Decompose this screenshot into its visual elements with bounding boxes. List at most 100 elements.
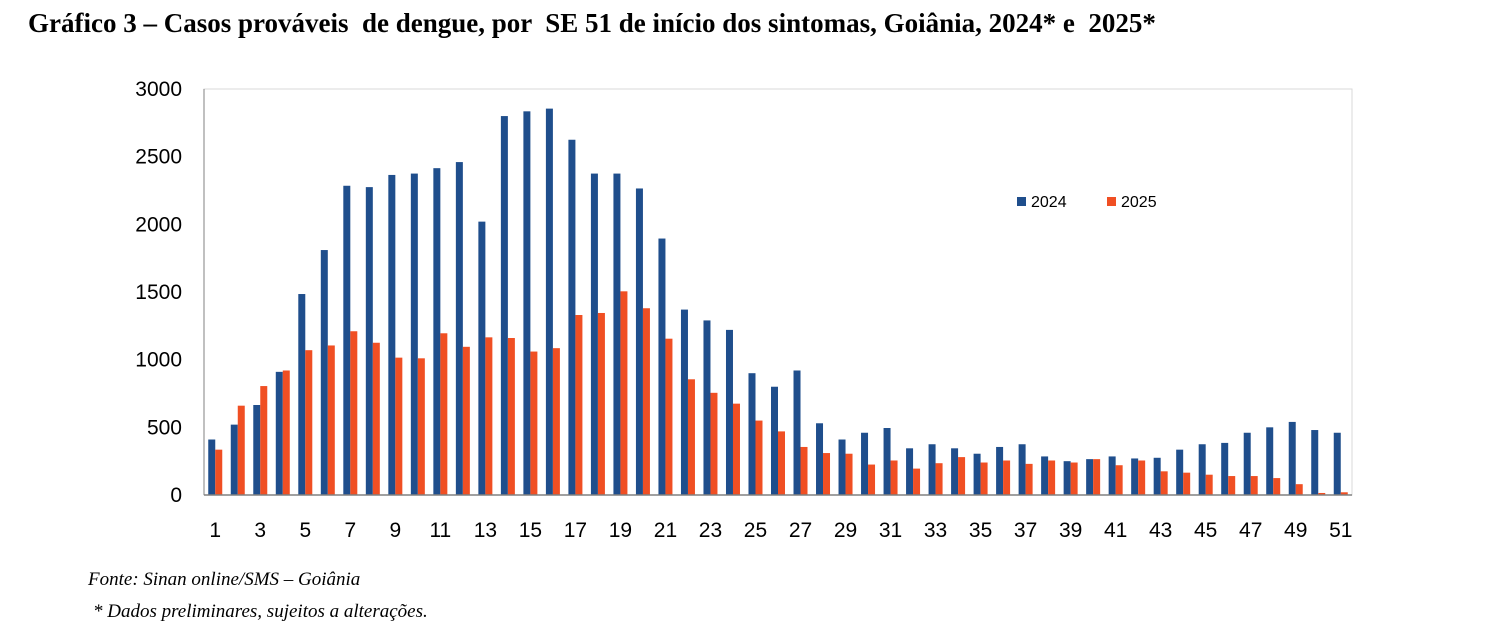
- y-tick-label: 3000: [135, 78, 182, 101]
- bar-2025-se-19: [620, 291, 628, 495]
- bar-2025-se-43: [1160, 471, 1168, 495]
- bar-2024-se-43: [1153, 457, 1161, 495]
- bar-2025-se-7: [350, 331, 358, 495]
- y-tick-label: 1500: [135, 281, 182, 304]
- x-tick-label: 47: [1239, 519, 1262, 542]
- bar-2025-se-4: [282, 370, 290, 495]
- bar-2025-se-39: [1070, 462, 1078, 495]
- bar-2025-se-10: [417, 358, 425, 495]
- x-tick-label: 51: [1329, 519, 1352, 542]
- bar-2025-se-6: [327, 345, 335, 495]
- x-tick-label: 27: [789, 519, 812, 542]
- y-tick-label: 500: [147, 416, 182, 439]
- bar-2025-se-18: [597, 312, 605, 495]
- bar-2025-se-9: [395, 357, 403, 495]
- x-tick-label: 45: [1194, 519, 1217, 542]
- bar-2024-se-34: [951, 448, 959, 495]
- bar-2025-se-21: [665, 338, 673, 495]
- bar-2024-se-51: [1333, 432, 1341, 495]
- bar-2025-se-11: [440, 333, 448, 495]
- bar-2024-se-27: [793, 370, 801, 495]
- bar-2024-se-49: [1288, 421, 1296, 495]
- bar-2025-se-42: [1138, 460, 1146, 495]
- bar-2024-se-10: [410, 173, 418, 495]
- bar-2024-se-9: [388, 174, 396, 495]
- bar-2025-se-35: [980, 462, 988, 495]
- bar-2024-se-37: [1018, 444, 1026, 495]
- bar-2024-se-3: [253, 405, 261, 495]
- bar-2024-se-24: [725, 329, 733, 495]
- legend-swatch-2024: [1017, 197, 1026, 206]
- x-tick-label: 33: [924, 519, 947, 542]
- bar-2025-se-29: [845, 453, 853, 495]
- bar-2024-se-28: [816, 423, 824, 495]
- bar-2024-se-25: [748, 373, 756, 495]
- bar-2025-se-20: [642, 308, 650, 495]
- bar-2024-se-39: [1063, 461, 1071, 495]
- x-tick-label: 9: [389, 519, 401, 542]
- bar-2024-se-16: [545, 108, 553, 496]
- x-tick-label: 49: [1284, 519, 1307, 542]
- x-tick-label: 29: [834, 519, 857, 542]
- bar-2024-se-31: [883, 428, 891, 495]
- bar-2024-se-44: [1176, 449, 1184, 495]
- x-tick-label: 1: [209, 519, 221, 542]
- x-tick-label: 23: [699, 519, 722, 542]
- y-tick-label: 0: [170, 484, 182, 507]
- bar-2025-se-27: [800, 446, 808, 495]
- bar-2024-se-42: [1131, 458, 1139, 495]
- bar-2024-se-26: [771, 386, 778, 495]
- x-tick-label: 31: [879, 519, 902, 542]
- bar-2025-se-13: [485, 337, 493, 495]
- bar-2024-se-46: [1221, 442, 1229, 495]
- source-note: Fonte: Sinan online/SMS – Goiânia: [88, 569, 361, 590]
- bar-2025-se-5: [305, 350, 313, 495]
- bar-2024-se-14: [500, 116, 508, 495]
- legend-label-2025: 2025: [1121, 194, 1157, 211]
- bar-2024-se-1: [208, 439, 216, 495]
- bar-2025-se-34: [958, 457, 966, 495]
- bar-2024-se-45: [1198, 444, 1206, 495]
- bar-2024-se-30: [861, 432, 869, 495]
- bar-2025-se-33: [935, 463, 943, 495]
- x-tick-label: 3: [254, 519, 266, 542]
- bar-2025-se-24: [732, 403, 740, 495]
- bar-2024-se-23: [703, 320, 711, 495]
- x-tick-label: 17: [564, 519, 587, 542]
- bar-2025-se-31: [890, 460, 898, 495]
- bar-2025-se-45: [1205, 474, 1213, 495]
- bar-2024-se-22: [680, 309, 688, 495]
- bar-2025-se-49: [1295, 484, 1303, 495]
- bar-2024-se-18: [590, 173, 598, 495]
- bar-2024-se-48: [1266, 427, 1274, 495]
- bar-2024-se-13: [478, 221, 486, 495]
- y-tick-label: 2000: [135, 213, 182, 236]
- x-tick-label: 37: [1014, 519, 1037, 542]
- bar-2025-se-12: [462, 346, 470, 495]
- bar-2025-se-23: [710, 392, 718, 495]
- bar-2025-se-41: [1115, 465, 1123, 495]
- x-tick-label: 11: [429, 519, 451, 542]
- bar-2024-se-35: [973, 453, 981, 495]
- bar-2024-se-7: [343, 185, 351, 495]
- bar-2025-se-50: [1318, 492, 1326, 495]
- y-tick-label: 2500: [135, 146, 182, 169]
- bar-2024-se-50: [1311, 430, 1319, 495]
- bar-2025-se-28: [823, 453, 831, 495]
- x-tick-label: 41: [1104, 519, 1127, 542]
- bar-2025-se-47: [1250, 476, 1258, 495]
- bar-2025-se-46: [1228, 476, 1236, 495]
- bar-2024-se-36: [996, 446, 1004, 495]
- bar-2025-se-25: [755, 420, 763, 495]
- bar-2025-se-37: [1025, 463, 1033, 495]
- bar-2024-se-8: [365, 187, 373, 495]
- bar-2025-se-51: [1340, 492, 1348, 495]
- bar-2024-se-40: [1086, 459, 1094, 495]
- x-tick-label: 13: [474, 519, 497, 542]
- x-tick-label: 43: [1149, 519, 1172, 542]
- bar-2024-se-38: [1041, 456, 1049, 495]
- bar-2024-se-2: [230, 424, 238, 495]
- bar-2024-se-47: [1243, 432, 1251, 495]
- bar-2024-se-5: [298, 294, 306, 495]
- x-tick-label: 35: [969, 519, 992, 542]
